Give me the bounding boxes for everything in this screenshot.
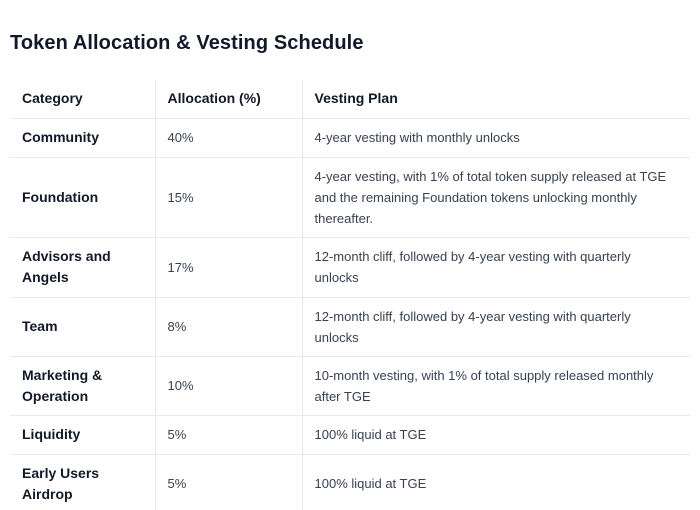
vesting-plan-cell: 12-month cliff, followed by 4-year vesti… bbox=[301, 297, 690, 357]
table-row: Team 8% 12-month cliff, followed by 4-ye… bbox=[10, 297, 690, 357]
column-header-vesting-plan: Vesting Plan bbox=[301, 80, 690, 119]
vesting-plan-cell: 100% liquid at TGE bbox=[301, 415, 690, 455]
category-cell: Liquidity bbox=[10, 415, 155, 455]
allocation-cell: 10% bbox=[154, 356, 302, 416]
allocation-cell: 40% bbox=[154, 118, 302, 158]
table-row: Early Users Airdrop 5% 100% liquid at TG… bbox=[10, 454, 690, 510]
table-row: Marketing & Operation 10% 10-month vesti… bbox=[10, 356, 690, 416]
allocation-cell: 5% bbox=[154, 415, 302, 455]
column-header-category: Category bbox=[10, 80, 155, 119]
vesting-plan-cell: 4-year vesting with monthly unlocks bbox=[301, 118, 690, 158]
vesting-plan-cell: 4-year vesting, with 1% of total token s… bbox=[301, 157, 690, 238]
category-cell: Marketing & Operation bbox=[10, 356, 155, 416]
allocation-cell: 8% bbox=[154, 297, 302, 357]
column-header-allocation: Allocation (%) bbox=[154, 80, 302, 119]
category-cell: Team bbox=[10, 297, 155, 357]
page-title: Token Allocation & Vesting Schedule bbox=[10, 32, 364, 54]
category-cell: Community bbox=[10, 118, 155, 158]
vesting-plan-cell: 10-month vesting, with 1% of total suppl… bbox=[301, 356, 690, 416]
table-row: Advisors and Angels 17% 12-month cliff, … bbox=[10, 237, 690, 298]
allocation-cell: 5% bbox=[154, 454, 302, 510]
token-allocation-table: Category Allocation (%) Vesting Plan Com… bbox=[10, 80, 690, 510]
table-row: Foundation 15% 4-year vesting, with 1% o… bbox=[10, 157, 690, 238]
category-cell: Early Users Airdrop bbox=[22, 464, 100, 502]
table-header-row: Category Allocation (%) Vesting Plan bbox=[10, 80, 690, 119]
category-cell: Foundation bbox=[10, 157, 155, 238]
vesting-plan-cell: 12-month cliff, followed by 4-year vesti… bbox=[301, 237, 690, 298]
vesting-plan-cell: 100% liquid at TGE bbox=[301, 454, 690, 510]
category-cell: Advisors and Angels bbox=[10, 237, 155, 298]
table-row: Community 40% 4-year vesting with monthl… bbox=[10, 118, 690, 158]
allocation-cell: 15% bbox=[154, 157, 302, 238]
allocation-cell: 17% bbox=[154, 237, 302, 298]
table-row: Liquidity 5% 100% liquid at TGE bbox=[10, 415, 690, 455]
